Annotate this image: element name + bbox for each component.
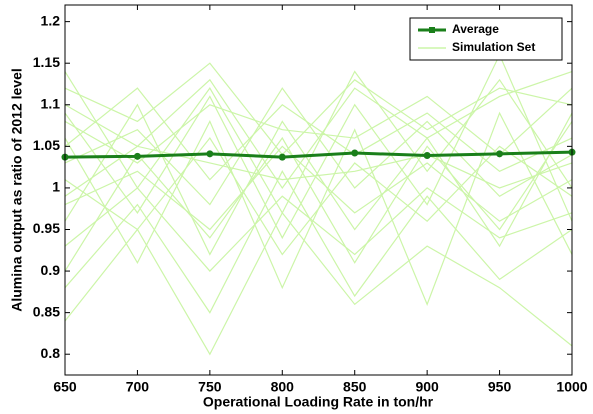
legend-box xyxy=(409,17,563,61)
simulation-line xyxy=(64,70,573,215)
simulation-line xyxy=(64,145,573,231)
x-tick-label: 800 xyxy=(271,379,295,395)
legend-label: Average xyxy=(452,22,499,36)
average-marker xyxy=(278,153,286,161)
y-tick-label: 1.2 xyxy=(41,12,61,28)
x-tick-label: 950 xyxy=(488,379,512,395)
y-tick-label: 1 xyxy=(52,179,60,195)
simulation-line xyxy=(64,187,573,272)
average-marker xyxy=(206,150,214,158)
y-tick-label: 1.15 xyxy=(33,54,60,70)
y-axis-label: Alumina output as ratio of 2012 level xyxy=(9,68,25,312)
y-tick-label: 0.8 xyxy=(41,345,61,361)
legend-label: Simulation Set xyxy=(452,40,535,54)
x-tick-label: 850 xyxy=(343,379,367,395)
simulation-line xyxy=(64,87,573,206)
simulation-line xyxy=(64,111,573,306)
average-marker xyxy=(351,149,359,157)
y-tick-label: 1.05 xyxy=(33,137,60,153)
x-tick-label: 700 xyxy=(126,379,150,395)
x-tick-label: 1000 xyxy=(556,379,587,395)
y-tick-label: 0.95 xyxy=(33,220,60,236)
simulation-line xyxy=(64,211,573,356)
legend-marker xyxy=(429,27,435,33)
average-line xyxy=(64,150,573,159)
simulation-line xyxy=(64,121,573,272)
x-tick-label: 900 xyxy=(415,379,439,395)
simulation-line xyxy=(64,87,573,164)
average-marker xyxy=(133,152,141,160)
x-tick-label: 650 xyxy=(53,379,77,395)
x-axis-label: Operational Loading Rate in ton/hr xyxy=(203,394,434,410)
average-marker xyxy=(423,151,431,159)
simulation-line xyxy=(64,87,573,181)
y-tick-label: 1.1 xyxy=(41,95,61,111)
simulation-line xyxy=(64,145,573,197)
average-marker xyxy=(496,150,504,158)
simulation-line xyxy=(64,53,573,240)
y-tick-label: 0.85 xyxy=(33,303,60,319)
simulation-line xyxy=(64,170,573,314)
plot-frame xyxy=(64,4,573,376)
x-tick-label: 750 xyxy=(198,379,222,395)
y-tick-label: 0.9 xyxy=(41,262,61,278)
